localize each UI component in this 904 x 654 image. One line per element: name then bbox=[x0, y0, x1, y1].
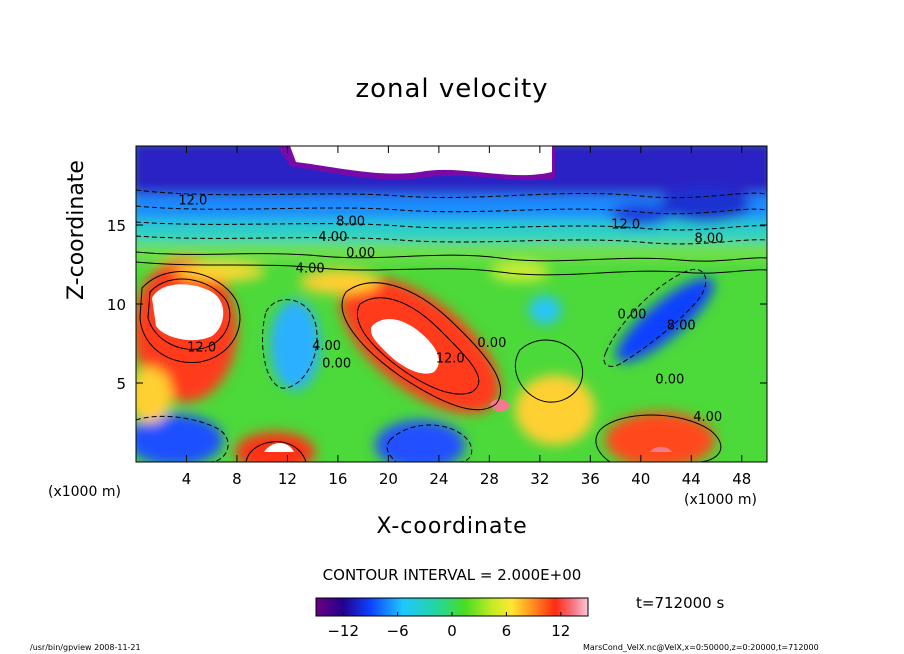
y-tick-label: 5 bbox=[116, 375, 126, 393]
x-tick-label: 20 bbox=[379, 470, 398, 488]
contour-label: 0.00 bbox=[617, 307, 646, 322]
contour-label: 4.00 bbox=[312, 339, 341, 354]
y-axis-label: Z-coordinate bbox=[64, 160, 89, 300]
x-axis-label: X-coordinate bbox=[376, 514, 528, 539]
x-tick-label: 12 bbox=[278, 470, 297, 488]
time-label: t=712000 s bbox=[636, 594, 725, 612]
heatmap-field bbox=[136, 146, 767, 462]
x-tick-label: 44 bbox=[682, 470, 701, 488]
x-tick-label: 36 bbox=[581, 470, 600, 488]
contour-label: 12.0 bbox=[436, 352, 465, 367]
x-tick-label: 32 bbox=[530, 470, 549, 488]
x-unit-label-right: (x1000 m) bbox=[684, 492, 757, 508]
contour-label: 12.0 bbox=[187, 341, 216, 356]
x-tick-label: 48 bbox=[732, 470, 751, 488]
x-tick-label: 4 bbox=[182, 470, 192, 488]
chart-title: zonal velocity bbox=[355, 74, 549, 104]
contour-label: 0.00 bbox=[346, 246, 375, 261]
contour-interval-label: CONTOUR INTERVAL = 2.000E+00 bbox=[322, 566, 582, 584]
contour-label: 12.0 bbox=[611, 217, 640, 232]
contour-label: 4.00 bbox=[296, 262, 325, 277]
footer-right: MarsCond_VelX.nc@VelX,x=0:50000,z=0:2000… bbox=[583, 643, 819, 652]
contour-label: 0.00 bbox=[477, 336, 506, 351]
footer-left: /usr/bin/gpview 2008-11-21 bbox=[30, 643, 141, 652]
contour-label: 12.0 bbox=[178, 194, 207, 209]
colorbar-tick-label: 12 bbox=[551, 622, 570, 640]
x-unit-label-left: (x1000 m) bbox=[48, 484, 121, 500]
contour-label: 4.00 bbox=[693, 410, 722, 425]
colorbar-tick-label: 6 bbox=[502, 622, 512, 640]
contour-label: 0.00 bbox=[322, 356, 351, 371]
y-tick-label: 15 bbox=[107, 217, 126, 235]
x-tick-label: 16 bbox=[328, 470, 347, 488]
colorbar-ticks: −12 −6 0 6 12 bbox=[327, 612, 570, 640]
colorbar-tick-label: −12 bbox=[327, 622, 359, 640]
x-tick-label: 8 bbox=[232, 470, 242, 488]
y-tick-label: 10 bbox=[107, 296, 126, 314]
contour-label: 0.00 bbox=[655, 372, 684, 387]
contour-label: 4.00 bbox=[318, 230, 347, 245]
x-tick-label: 40 bbox=[631, 470, 650, 488]
colorbar-tick-label: −6 bbox=[387, 622, 409, 640]
contour-label: 8.00 bbox=[694, 232, 723, 247]
x-tick-label: 24 bbox=[429, 470, 448, 488]
contour-label: 8.00 bbox=[336, 214, 365, 229]
colorbar-tick-label: 0 bbox=[447, 622, 457, 640]
x-tick-label: 28 bbox=[480, 470, 499, 488]
contour-label: 8.00 bbox=[667, 319, 696, 334]
